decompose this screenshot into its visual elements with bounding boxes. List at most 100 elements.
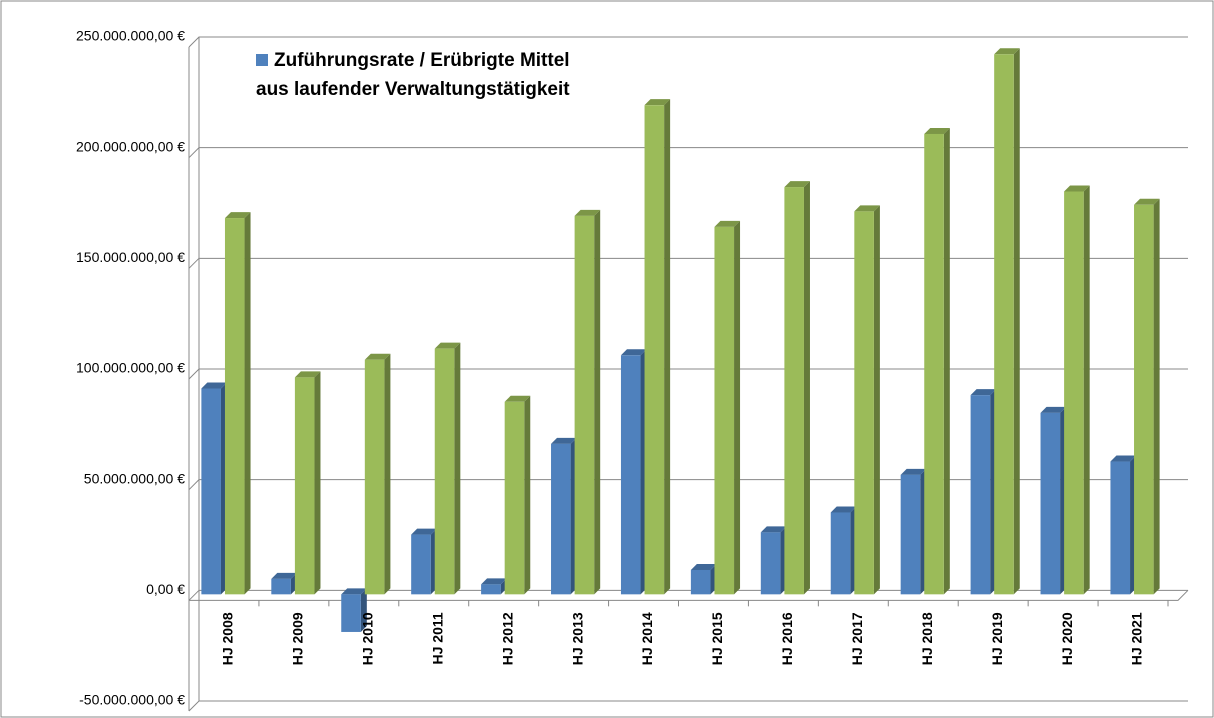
bar xyxy=(201,388,221,595)
bar xyxy=(551,443,571,595)
bar-top xyxy=(201,382,227,389)
x-tick-label: HJ 2018 xyxy=(919,612,935,665)
bar-top xyxy=(970,389,997,396)
bar-side xyxy=(1013,48,1020,595)
bar xyxy=(994,54,1014,595)
bar-top xyxy=(644,99,671,106)
bar-top xyxy=(364,353,391,360)
bar xyxy=(714,226,735,595)
y-tick-label: -50.000.000,00 € xyxy=(79,692,185,708)
x-tick-label: HJ 2009 xyxy=(290,612,306,665)
bar-side xyxy=(873,205,880,595)
bar-side xyxy=(360,588,367,632)
bar-side xyxy=(734,220,741,595)
y-tick-label: 100.000.000,00 € xyxy=(76,360,185,376)
bar-top xyxy=(760,526,787,533)
bar-top xyxy=(271,572,297,579)
bar-side xyxy=(664,99,671,595)
bar-side xyxy=(594,209,601,595)
bar xyxy=(760,532,781,595)
bar-side xyxy=(524,395,531,595)
legend-swatch xyxy=(256,54,268,66)
bar-top xyxy=(341,588,367,595)
bar-top xyxy=(1110,455,1137,462)
bar-top xyxy=(294,371,321,378)
bar-side xyxy=(803,181,810,595)
floor xyxy=(189,589,1189,601)
bar-top xyxy=(924,127,950,134)
bar xyxy=(900,474,921,595)
legend: Zuführungsrate / Erübrigte Mittel aus la… xyxy=(256,46,596,104)
bar-top xyxy=(900,468,927,475)
x-tick-label: HJ 2013 xyxy=(569,612,585,665)
bar xyxy=(1040,412,1061,595)
grid-line xyxy=(188,147,1188,159)
x-tick-label: HJ 2020 xyxy=(1059,612,1075,665)
x-tick-label: HJ 2008 xyxy=(220,612,236,665)
bar-top xyxy=(434,342,461,349)
x-tick-label: HJ 2019 xyxy=(989,612,1005,665)
bar-top xyxy=(830,506,857,513)
x-tick-label: HJ 2017 xyxy=(849,612,865,665)
bar-top xyxy=(854,205,880,212)
bar-top xyxy=(994,48,1020,55)
bar-top xyxy=(1040,406,1067,413)
bar-top xyxy=(1134,198,1160,205)
y-tick-label: 0,00 € xyxy=(146,581,185,597)
bar-top xyxy=(481,578,507,585)
bar-top xyxy=(574,209,601,216)
bar xyxy=(294,377,315,595)
bar-side xyxy=(384,353,391,595)
grid-line xyxy=(188,36,1188,48)
x-tick-label: HJ 2021 xyxy=(1129,612,1145,665)
bar-top xyxy=(224,212,251,219)
bar-top xyxy=(411,528,437,535)
bar xyxy=(620,355,641,595)
x-tick-label: HJ 2010 xyxy=(360,612,376,665)
bar xyxy=(970,395,991,595)
bar xyxy=(341,594,361,632)
bar xyxy=(481,584,501,595)
bar xyxy=(434,348,455,595)
bar xyxy=(784,187,804,595)
bar-side xyxy=(1153,198,1160,595)
bar-top xyxy=(551,437,577,444)
bar xyxy=(924,133,944,595)
bar-top xyxy=(714,220,741,227)
x-tick-label: HJ 2015 xyxy=(709,612,725,665)
bar-top xyxy=(784,181,810,188)
bar xyxy=(504,401,525,595)
bar xyxy=(364,359,385,595)
x-tick-label: HJ 2016 xyxy=(779,612,795,665)
bar xyxy=(644,105,665,595)
legend-label: Zuführungsrate / Erübrigte Mittel aus la… xyxy=(256,50,570,100)
bar-side xyxy=(244,212,251,595)
bar xyxy=(1134,204,1154,595)
x-tick-label: HJ 2011 xyxy=(429,612,445,664)
y-tick-label: 200.000.000,00 € xyxy=(76,138,185,154)
bar-top xyxy=(690,563,717,570)
y-tick-label: 50.000.000,00 € xyxy=(84,470,185,486)
grid-line xyxy=(188,700,1188,712)
x-tick-label: HJ 2012 xyxy=(499,612,515,665)
bar xyxy=(1110,461,1131,595)
bar-top xyxy=(1064,185,1090,192)
bar xyxy=(690,569,711,595)
bar-top xyxy=(620,349,647,356)
bar-side xyxy=(454,342,461,595)
bar xyxy=(224,218,245,595)
bar xyxy=(854,211,874,595)
bar-side xyxy=(943,127,950,595)
y-tick-label: 250.000.000,00 € xyxy=(76,28,185,44)
y-tick-label: 150.000.000,00 € xyxy=(76,249,185,265)
bar-side xyxy=(314,371,321,595)
bar xyxy=(574,215,595,595)
bar-side xyxy=(1083,185,1090,595)
bar xyxy=(830,512,851,595)
x-tick-label: HJ 2014 xyxy=(639,612,655,665)
bar xyxy=(271,578,291,595)
bar xyxy=(411,534,431,595)
bar xyxy=(1064,191,1084,595)
